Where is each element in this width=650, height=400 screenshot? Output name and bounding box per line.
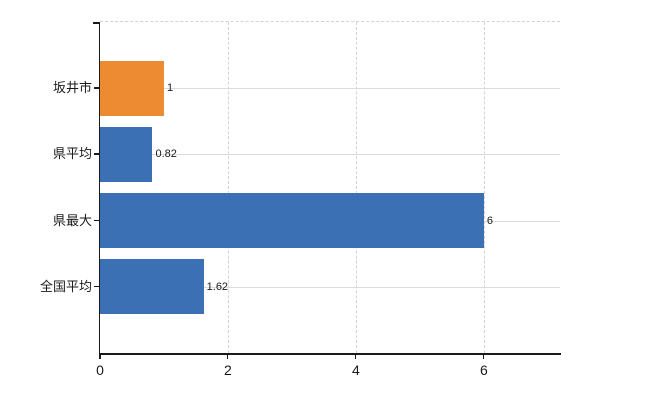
v-gridline xyxy=(483,22,485,353)
x-tick-label: 2 xyxy=(224,362,232,378)
category-label: 全国平均 xyxy=(39,278,92,294)
y-axis-tick xyxy=(94,87,100,89)
bar xyxy=(100,126,153,182)
bar-value-label: 0.82 xyxy=(155,148,177,161)
bar xyxy=(100,60,164,116)
bar-value-label: 1 xyxy=(166,82,174,95)
y-axis-tick xyxy=(94,285,100,288)
x-axis-tick xyxy=(354,354,357,359)
plot-top-border xyxy=(100,21,560,22)
bar-value-label: 6 xyxy=(486,214,493,227)
h-gridline xyxy=(100,154,560,156)
x-tick-label: 6 xyxy=(479,362,488,378)
y-axis-tick xyxy=(94,153,100,155)
v-gridline xyxy=(227,22,229,353)
x-tick-label: 4 xyxy=(352,362,360,378)
y-axis-top-tick xyxy=(93,22,100,24)
bar xyxy=(100,259,204,315)
bar-value-label: 1.62 xyxy=(206,280,229,293)
y-axis xyxy=(98,22,100,358)
y-axis-tick xyxy=(94,219,100,222)
bar xyxy=(100,193,484,249)
h-gridline xyxy=(100,88,560,90)
x-axis-tick xyxy=(99,354,101,359)
x-tick-label: 0 xyxy=(96,362,104,378)
category-label: 県平均 xyxy=(52,146,92,162)
x-axis-tick xyxy=(226,354,229,359)
category-label: 坂井市 xyxy=(52,80,92,96)
x-axis-tick xyxy=(482,354,485,359)
h-gridline xyxy=(100,286,560,288)
x-axis xyxy=(98,353,561,355)
category-label: 県最大 xyxy=(52,212,92,228)
v-gridline xyxy=(355,22,357,353)
